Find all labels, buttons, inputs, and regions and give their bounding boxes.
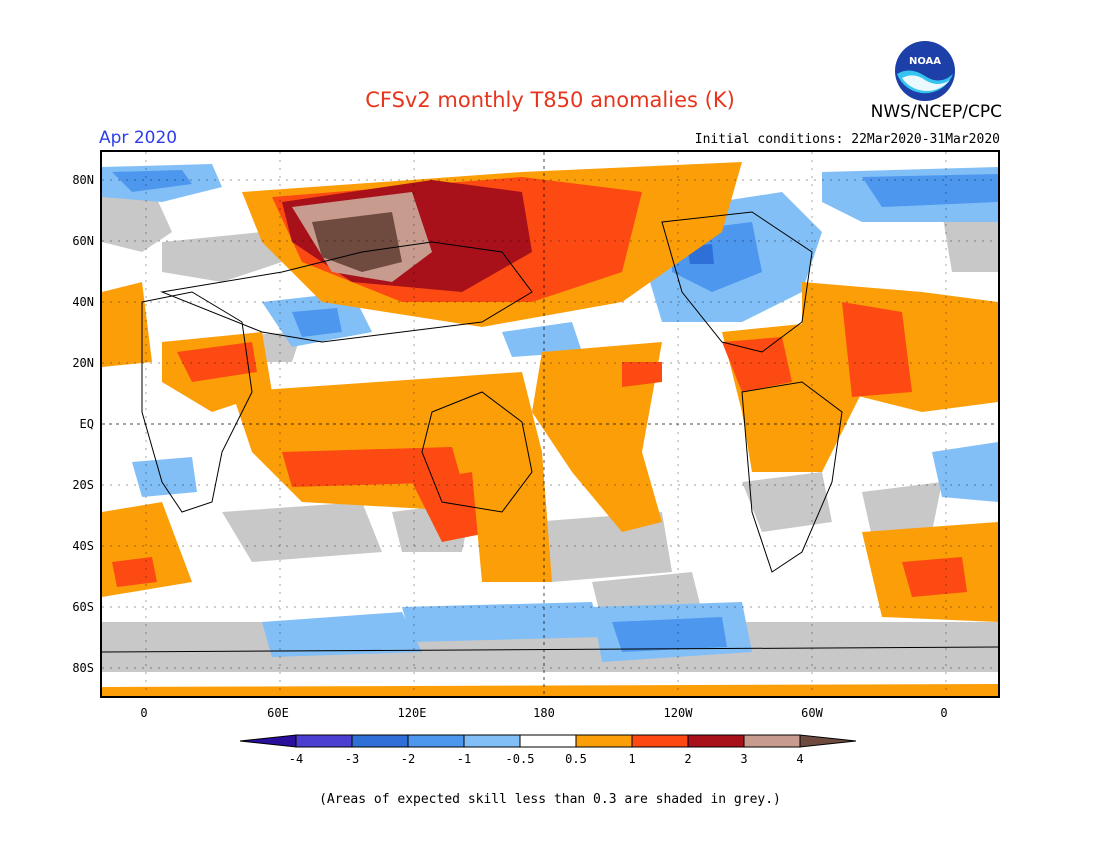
colorbar-tick-label: 2	[684, 752, 692, 766]
coastlines	[102, 211, 998, 653]
graticule	[102, 152, 998, 696]
colorbar-segment	[631, 734, 689, 748]
lat-label: 80N	[72, 173, 94, 187]
colorbar-segment	[351, 734, 409, 748]
lat-label: EQ	[79, 417, 94, 431]
colorbar-segment	[687, 734, 745, 748]
colorbar-segment	[463, 734, 521, 748]
colorbar-tick-label: -2	[400, 752, 416, 766]
colorbar-tick-label: 3	[740, 752, 748, 766]
lon-label: 180	[533, 706, 555, 720]
noaa-logo: NOAA	[895, 41, 955, 101]
lon-label: 120E	[397, 706, 427, 720]
lat-label: 20S	[72, 478, 94, 492]
lat-label: 80S	[72, 661, 94, 675]
lat-label: 60N	[72, 234, 94, 248]
colorbar-segment	[519, 734, 577, 748]
lat-label: 20N	[72, 356, 94, 370]
colorbar-segment	[799, 734, 857, 748]
colorbar-segment	[743, 734, 801, 748]
lon-label: 60W	[801, 706, 823, 720]
anomaly-map-svg	[102, 152, 998, 696]
lon-label: 60E	[267, 706, 289, 720]
colorbar-segment	[240, 734, 297, 748]
lon-label: 0	[940, 706, 948, 720]
lat-label: 60S	[72, 600, 94, 614]
agency-label: NWS/NCEP/CPC	[870, 102, 1002, 122]
colorbar-tick-label: -0.5	[505, 752, 535, 766]
colorbar-tick-label: -3	[344, 752, 360, 766]
warm-anomalies	[102, 162, 998, 696]
colorbar-tick-label: -1	[456, 752, 472, 766]
colorbar	[240, 734, 857, 748]
lon-label: 120W	[663, 706, 693, 720]
cold-anomalies	[102, 164, 998, 662]
colorbar-segment	[295, 734, 353, 748]
graticule-minor	[102, 152, 998, 696]
lat-label: 40S	[72, 539, 94, 553]
colorbar-segment	[407, 734, 465, 748]
chart-title: CFSv2 monthly T850 anomalies (K)	[365, 88, 735, 112]
footnote: (Areas of expected skill less than 0.3 a…	[319, 792, 781, 807]
svg-text:NOAA: NOAA	[909, 56, 941, 67]
colorbar-tick-label: -4	[288, 752, 304, 766]
lat-label: 40N	[72, 295, 94, 309]
anomaly-map	[100, 150, 1000, 698]
forecast-month: Apr 2020	[99, 128, 178, 148]
colorbar-tick-label: 0.5	[565, 752, 587, 766]
initial-conditions: Initial conditions: 22Mar2020-31Mar2020	[694, 132, 1000, 147]
colorbar-tick-label: 4	[796, 752, 804, 766]
colorbar-tick-label: 1	[628, 752, 636, 766]
colorbar-segment	[575, 734, 633, 748]
lon-label: 0	[140, 706, 148, 720]
